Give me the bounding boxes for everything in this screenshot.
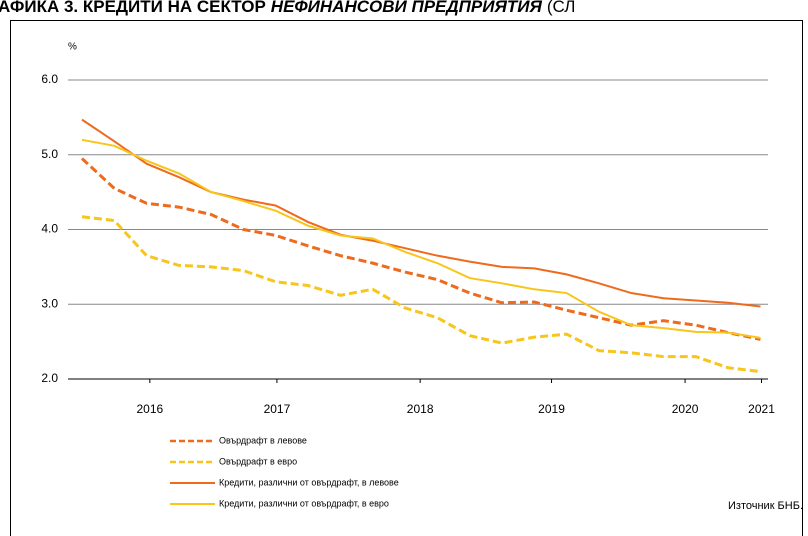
series-line [81,215,761,374]
series-line [81,138,761,339]
source: Източник БНБ. [728,500,803,512]
x-tick-label: 2017 [264,402,291,416]
x-tick-label: 2019 [538,402,565,416]
series-line [80,157,761,341]
y-axis-label: % [68,42,77,53]
legend-label: Кредити, различни от овърдрафт, в левове [219,477,399,487]
legend-label: Овърдрафт в евро [219,456,297,466]
x-tick-label: 2018 [407,402,434,416]
chart-title: АФИКА 3. КРЕДИТИ НА СЕКТОР НЕФИНАНСОВИ ПР… [0,0,575,16]
x-tick-label: 2020 [672,402,699,416]
title-part: НЕФИНАНСОВИ ПРЕДПРИЯТИЯ [271,0,543,16]
frame [10,20,803,536]
y-tick-label: 6.0 [41,72,58,86]
title-part: АФИКА 3. КРЕДИТИ НА СЕКТОР [0,0,266,16]
x-tick-label: 2021 [748,402,775,416]
y-tick-label: 5.0 [41,147,58,161]
title-part: (СЛ [547,0,576,16]
legend-label: Овърдрафт в левове [219,435,307,445]
y-tick-label: 3.0 [41,296,58,310]
series-line [81,118,761,308]
y-tick-label: 2.0 [41,371,58,385]
legend-label: Кредити, различни от овърдрафт, в евро [219,498,389,508]
y-tick-label: 4.0 [41,222,58,236]
x-tick-label: 2016 [136,402,163,416]
